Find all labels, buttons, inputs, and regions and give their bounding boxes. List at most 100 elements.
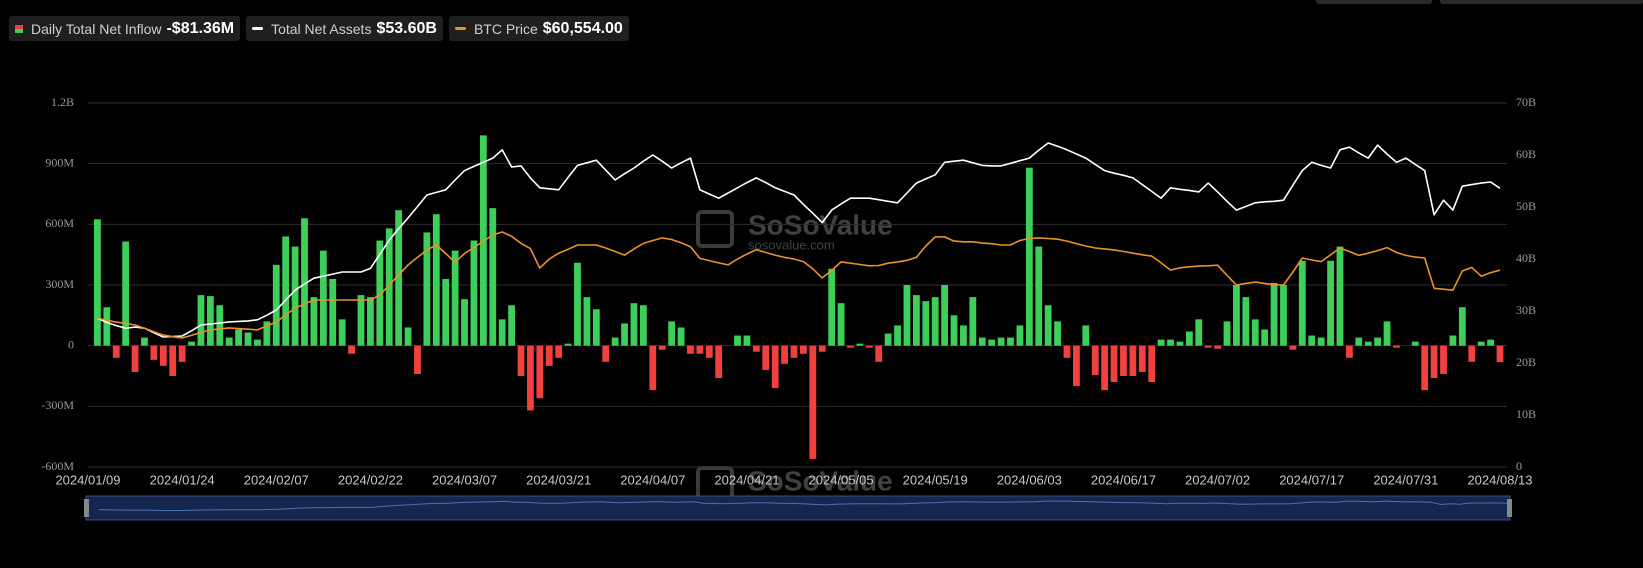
bar [470, 240, 478, 346]
bar [1157, 339, 1165, 346]
x-tick-label: 2024/06/17 [1091, 472, 1156, 487]
bar [630, 303, 638, 346]
bar [790, 345, 798, 358]
bar [1138, 345, 1146, 372]
bar [159, 345, 167, 366]
bar [696, 345, 704, 354]
bar [555, 345, 563, 358]
bar [847, 345, 854, 348]
bar [1364, 341, 1372, 346]
bar [828, 268, 836, 346]
bar [818, 345, 826, 352]
bar [1261, 329, 1269, 346]
toolbar-button[interactable] [1440, 0, 1643, 4]
bar [1044, 305, 1052, 346]
bar [357, 295, 365, 346]
bar [781, 345, 788, 364]
bar [574, 262, 581, 346]
y-tick-label: 300M [45, 277, 74, 291]
legend-item[interactable]: Total Net Assets $53.60B [246, 16, 443, 41]
bar [1148, 345, 1156, 383]
bar [1007, 337, 1014, 346]
bar [432, 214, 440, 346]
x-tick-label: 2024/02/07 [244, 472, 309, 487]
bar [800, 345, 807, 354]
y2-tick-label: 40B [1516, 251, 1536, 265]
watermark: SoSoValue sosovalue.com SoSoValue sosova… [696, 209, 893, 508]
bar [583, 297, 591, 346]
bar [414, 345, 421, 374]
bar [1025, 167, 1033, 346]
bar [367, 297, 374, 346]
legend-item[interactable]: BTC Price $60,554.00 [448, 16, 629, 41]
navigator-handle[interactable] [1507, 499, 1512, 517]
legend-label: Total Net Assets [271, 20, 372, 37]
bar [1440, 345, 1447, 374]
bar [508, 305, 515, 346]
watermark-brand: SoSoValue [748, 465, 893, 496]
bar [771, 345, 779, 389]
bar [423, 232, 431, 346]
toolbar-button[interactable] [1316, 0, 1432, 4]
bar [451, 250, 459, 346]
navigator-handle[interactable] [84, 499, 89, 517]
bar [1233, 285, 1240, 346]
bar [1421, 345, 1429, 391]
bar [1411, 341, 1419, 346]
bar [1016, 325, 1024, 346]
bar [592, 309, 600, 346]
bar [743, 335, 751, 346]
bar [498, 319, 506, 346]
bar [658, 345, 666, 350]
bar [376, 240, 384, 346]
bar [1120, 345, 1127, 376]
bar [122, 241, 130, 346]
bar [216, 305, 224, 346]
bar [442, 278, 450, 346]
x-tick-label: 2024/08/13 [1467, 472, 1532, 487]
watermark-url: sosovalue.com [748, 237, 835, 252]
watermark-brand: SoSoValue [748, 209, 893, 240]
bar [809, 345, 817, 459]
bar [545, 345, 553, 366]
bar [1336, 246, 1344, 346]
y2-tick-label: 70B [1516, 95, 1536, 109]
x-tick-label: 2024/03/21 [526, 472, 591, 487]
bar [282, 236, 290, 346]
bar [734, 335, 741, 346]
bar [206, 296, 214, 346]
bar [1195, 319, 1203, 346]
bar [677, 327, 685, 346]
legend-item[interactable]: Daily Total Net Inflow -$81.36M [9, 16, 241, 41]
bar [489, 208, 497, 346]
bar [1289, 345, 1297, 350]
bar [1073, 345, 1080, 387]
bar [1251, 319, 1259, 346]
legend-label: Daily Total Net Inflow [31, 20, 162, 37]
bar [178, 345, 186, 362]
bar [329, 278, 337, 346]
bar [1280, 285, 1287, 346]
x-tick-label: 2024/06/03 [997, 472, 1062, 487]
bar [131, 345, 139, 372]
y-tick-label: -300M [41, 398, 74, 412]
bar [1430, 345, 1438, 379]
bar [301, 218, 308, 346]
line [97, 231, 1501, 339]
bar [884, 333, 892, 346]
bar [385, 228, 393, 346]
line [97, 142, 1501, 338]
bar [564, 343, 572, 346]
y2-tick-label: 10B [1516, 407, 1536, 421]
legend-value: $60,554.00 [542, 19, 623, 37]
bar [941, 285, 949, 346]
bar [197, 295, 205, 346]
bar [338, 319, 346, 346]
bar [1063, 345, 1071, 358]
bar [978, 337, 986, 346]
navigator-line [98, 500, 1508, 512]
bar [404, 327, 412, 346]
bar [997, 337, 1005, 346]
y2-tick-label: 50B [1516, 199, 1536, 213]
bar [1468, 345, 1476, 362]
